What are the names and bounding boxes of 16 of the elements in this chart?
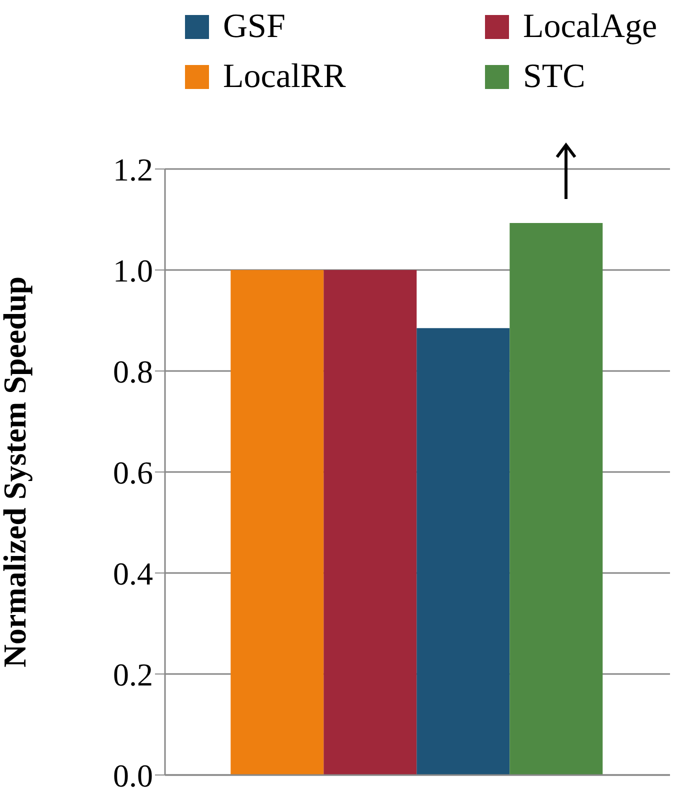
bar <box>510 223 603 775</box>
legend-label: LocalRR <box>223 58 346 96</box>
y-tick-label: 0.6 <box>113 454 153 490</box>
y-tick-label: 1.0 <box>113 252 153 288</box>
bar <box>230 270 324 775</box>
bar <box>324 270 417 775</box>
legend-label: LocalAge <box>523 8 658 46</box>
y-tick-label: 1.2 <box>113 151 153 188</box>
y-tick-label: 0.0 <box>113 757 153 793</box>
y-tick-label: 0.8 <box>113 353 153 390</box>
y-tick-label: 0.2 <box>113 656 153 692</box>
bar <box>416 328 510 775</box>
y-axis-title: Normalized System Speedup <box>0 276 32 668</box>
legend-label: GSF <box>223 8 286 46</box>
y-tick-label: 0.4 <box>113 555 153 592</box>
legend-label: STC <box>523 58 586 96</box>
